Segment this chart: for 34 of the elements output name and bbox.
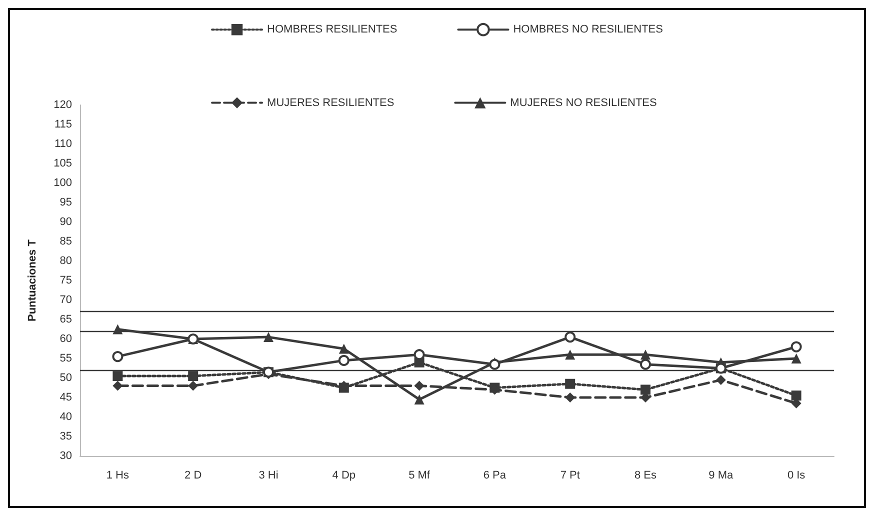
x-tick-label: 9 Ma (708, 470, 734, 482)
x-tick-label: 1 Hs (106, 470, 130, 482)
y-tick-label: 90 (60, 216, 72, 228)
y-tick-label: 50 (60, 372, 72, 384)
y-tick-label: 35 (60, 430, 72, 442)
legend-label: MUJERES NO RESILIENTES (510, 96, 657, 109)
x-tick-label: 3 Hi (258, 470, 278, 482)
legend-label: HOMBRES RESILIENTES (267, 24, 398, 36)
y-tick-label: 95 (60, 196, 72, 208)
x-tick-label: 4 Dp (332, 470, 356, 482)
y-tick-label: 105 (54, 158, 72, 170)
y-tick-label: 70 (60, 294, 72, 306)
y-tick-label: 75 (60, 274, 72, 286)
x-tick-label: 0 Is (787, 470, 806, 482)
x-tick-label: 6 Pa (483, 470, 507, 482)
y-tick-label: 100 (54, 177, 72, 189)
y-tick-label: 45 (60, 392, 72, 404)
y-axis-title: Puntuaciones T (26, 239, 38, 322)
legend-label: HOMBRES NO RESILIENTES (513, 24, 663, 36)
x-tick-label: 7 Pt (560, 470, 580, 482)
x-tick-label: 2 D (184, 470, 202, 482)
y-tick-label: 60 (60, 333, 72, 345)
y-tick-label: 120 (54, 99, 72, 111)
y-tick-label: 80 (60, 255, 72, 267)
legend-label: MUJERES RESILIENTES (267, 96, 394, 109)
y-tick-label: 30 (60, 450, 72, 462)
y-tick-label: 110 (54, 138, 72, 150)
y-tick-label: 55 (60, 352, 72, 364)
y-tick-label: 65 (60, 314, 72, 326)
x-tick-label: 5 Mf (408, 470, 431, 482)
y-tick-label: 40 (60, 411, 72, 423)
y-tick-label: 85 (60, 236, 72, 248)
y-tick-label: 115 (54, 118, 72, 130)
x-tick-label: 8 Es (634, 470, 658, 482)
